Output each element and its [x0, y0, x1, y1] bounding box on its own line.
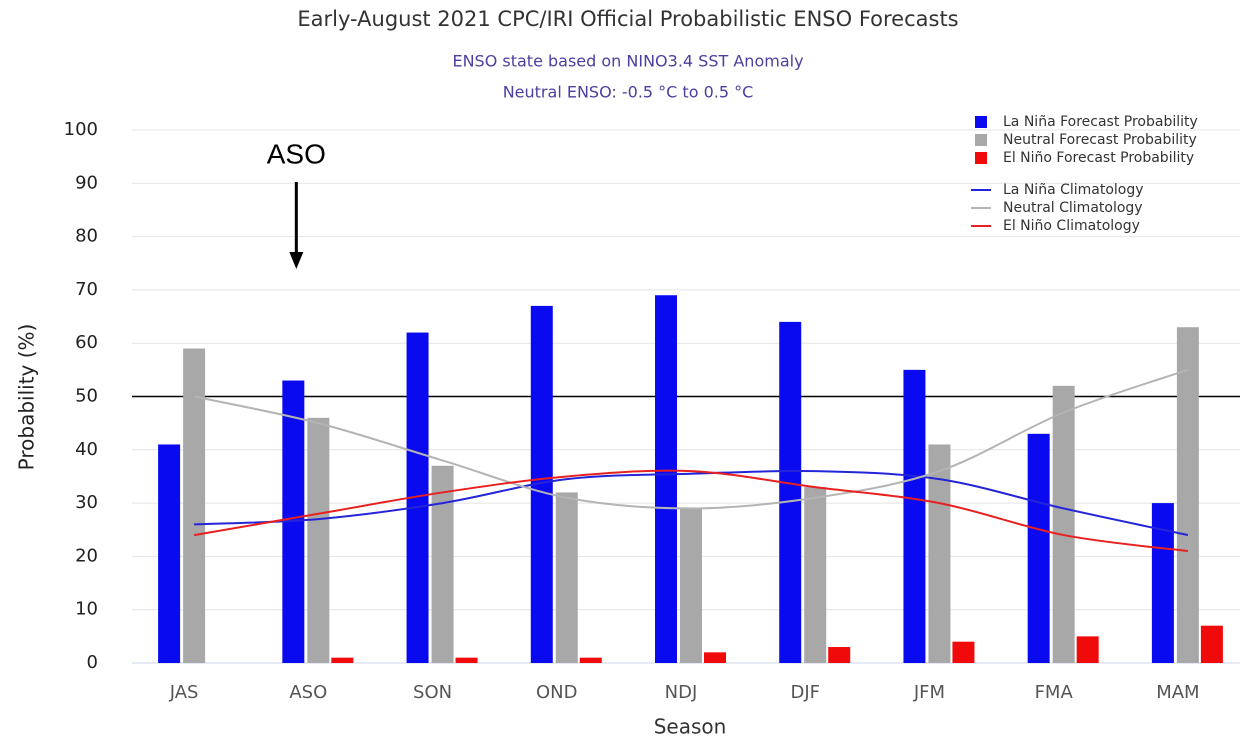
bar: [455, 657, 478, 663]
y-tick-label: 80: [75, 226, 98, 247]
bar: [307, 417, 330, 663]
bar: [183, 348, 206, 663]
y-tick-label: 90: [75, 172, 98, 193]
bar: [530, 305, 553, 663]
climatology-line: [194, 469, 1189, 537]
climatology-line: [193, 469, 1189, 553]
y-tick-label: 50: [75, 386, 98, 407]
x-tick-label: OND: [536, 682, 578, 703]
bar: [704, 652, 726, 663]
legend-label: El Niño Forecast Probability: [1003, 150, 1194, 166]
bar: [1151, 503, 1174, 663]
bar: [555, 492, 578, 663]
bar: [928, 444, 951, 663]
bar: [406, 332, 429, 663]
climatology-line: [193, 368, 1189, 510]
bar: [903, 369, 926, 663]
subtitle: ENSO state based on NINO3.4 SST Anomaly: [452, 52, 803, 71]
y-axis-title: Probability (%): [15, 324, 39, 471]
bar: [779, 321, 802, 663]
bar: [331, 657, 354, 663]
y-tick-label: 100: [64, 119, 98, 140]
legend-label: La Niña Forecast Probability: [1003, 114, 1198, 130]
bar: [655, 295, 677, 663]
bar: [828, 647, 851, 663]
bar: [1027, 433, 1050, 663]
y-tick-label: 60: [75, 332, 98, 353]
bar: [158, 444, 181, 663]
y-tick-label: 20: [75, 545, 98, 566]
x-tick-label: DJF: [790, 682, 820, 703]
x-tick-label: FMA: [1035, 682, 1074, 703]
legend-label: El Niño Climatology: [1003, 218, 1140, 234]
bar: [1052, 385, 1075, 663]
annotation: ASO: [267, 138, 326, 169]
x-axis-title: Season: [654, 715, 727, 739]
subtitle: Neutral ENSO: -0.5 °C to 0.5 °C: [503, 83, 754, 102]
bar: [431, 465, 454, 663]
x-tick-label: MAM: [1156, 682, 1199, 703]
y-tick-label: 0: [87, 652, 98, 673]
x-tick-label: JAS: [169, 682, 199, 703]
x-tick-label: NDJ: [665, 682, 698, 703]
bar: [680, 508, 702, 663]
annotation-arrowhead: [289, 252, 304, 269]
bar: [952, 641, 975, 663]
y-tick-label: 40: [75, 439, 98, 460]
y-tick-label: 10: [75, 599, 98, 620]
legend-swatch: [975, 116, 987, 128]
legend-label: Neutral Forecast Probability: [1003, 132, 1197, 148]
bar: [579, 657, 602, 663]
legend-label: La Niña Climatology: [1003, 182, 1144, 198]
x-tick-label: ASO: [289, 682, 327, 703]
y-tick-label: 70: [75, 279, 98, 300]
legend-swatch: [975, 134, 987, 146]
bar: [804, 487, 827, 663]
bar: [1076, 636, 1099, 663]
y-tick-label: 30: [75, 492, 98, 513]
legend-swatch: [975, 152, 987, 164]
bar: [1176, 327, 1199, 663]
legend-label: Neutral Climatology: [1003, 200, 1143, 216]
bar: [1200, 625, 1223, 663]
chart-title: Early-August 2021 CPC/IRI Official Proba…: [297, 7, 958, 31]
x-tick-label: JFM: [913, 682, 945, 703]
x-tick-label: SON: [413, 682, 452, 703]
